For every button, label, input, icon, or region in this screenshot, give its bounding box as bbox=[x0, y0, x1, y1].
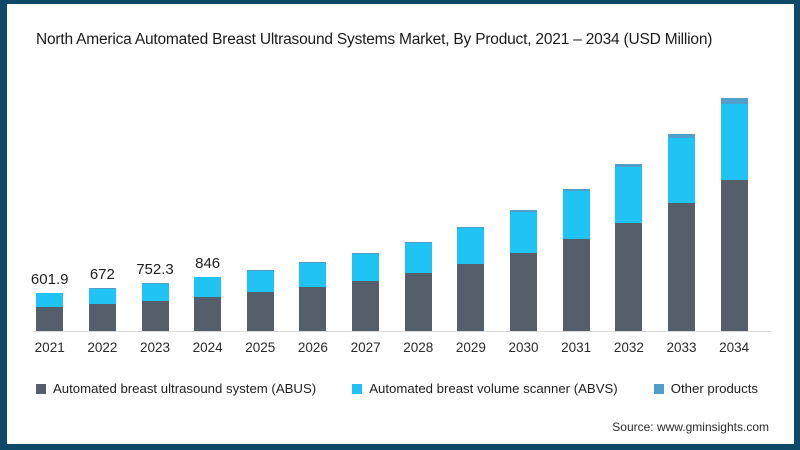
bar-segment-abvs bbox=[36, 293, 64, 307]
x-tick-label: 2029 bbox=[455, 340, 486, 355]
bar-group-2022 bbox=[88, 288, 116, 331]
bar-group-2033 bbox=[668, 134, 695, 331]
x-tick-label: 2031 bbox=[561, 340, 592, 355]
bar-value-label: 601.9 bbox=[30, 270, 69, 288]
bar-segment-abus bbox=[457, 264, 485, 331]
x-tick-label: 2021 bbox=[34, 340, 65, 355]
bar-segment-abvs bbox=[615, 167, 643, 224]
bar-segment-abus bbox=[352, 280, 380, 331]
legend-item-2: Other products bbox=[653, 381, 758, 396]
x-tick-label: 2034 bbox=[719, 340, 750, 355]
bar-segment-other bbox=[720, 98, 748, 105]
legend-label: Automated breast volume scanner (ABVS) bbox=[369, 381, 618, 396]
x-tick-label: 2022 bbox=[87, 340, 118, 355]
bar-segment-other bbox=[562, 189, 590, 192]
bar-segment-abus bbox=[720, 180, 748, 331]
chart-title: North America Automated Breast Ultrasoun… bbox=[36, 31, 713, 48]
bar-group-2025 bbox=[246, 270, 274, 331]
bar-value-label: 846 bbox=[195, 255, 221, 273]
bar-segment-abvs bbox=[720, 104, 748, 181]
bar-group-2032 bbox=[615, 164, 643, 331]
bar-segment-abus bbox=[562, 239, 590, 331]
bar-group-2023 bbox=[141, 283, 169, 331]
legend-label: Automated breast ultrasound system (ABUS… bbox=[53, 381, 317, 396]
bar-segment-other bbox=[88, 288, 116, 289]
plot-area: 601.9 672 752.3 846 bbox=[31, 90, 771, 332]
bar-segment-abvs bbox=[88, 288, 116, 305]
bar-segment-other bbox=[457, 227, 485, 229]
legend-swatch-icon bbox=[653, 383, 664, 394]
bar-segment-other bbox=[615, 164, 643, 168]
bar-group-2030 bbox=[510, 210, 538, 331]
legend-swatch-icon bbox=[36, 383, 46, 394]
x-tick-label: 2023 bbox=[139, 340, 171, 355]
bar-segment-abvs bbox=[141, 283, 169, 302]
legend-item-0: Automated breast ultrasound system (ABUS… bbox=[36, 381, 316, 396]
bar-segment-abus bbox=[88, 304, 116, 331]
bar-group-2024 bbox=[194, 277, 222, 331]
source-note: Source: www.gminsights.com bbox=[612, 420, 769, 434]
legend: Automated breast ultrasound system (ABUS… bbox=[36, 381, 758, 396]
x-tick-label: 2028 bbox=[403, 340, 434, 355]
legend-label: Other products bbox=[670, 381, 758, 396]
bar-segment-abus bbox=[194, 297, 222, 331]
x-tick-label: 2030 bbox=[508, 340, 539, 355]
bar-segment-other bbox=[510, 210, 538, 212]
bar-value-label: 752.3 bbox=[136, 261, 174, 279]
x-tick-label: 2024 bbox=[192, 340, 223, 355]
bar-segment-abvs bbox=[562, 191, 590, 240]
bar-group-2028 bbox=[404, 242, 432, 331]
bar-segment-abus bbox=[510, 253, 538, 331]
bar-segment-other bbox=[352, 253, 380, 254]
bar-group-2034 bbox=[720, 98, 748, 331]
bar-group-2021 bbox=[36, 292, 64, 331]
bar-segment-other bbox=[246, 270, 274, 271]
legend-item-1: Automated breast volume scanner (ABVS) bbox=[352, 381, 618, 396]
bar-segment-abus bbox=[246, 292, 274, 331]
bar-group-2031 bbox=[562, 189, 590, 331]
bar-segment-abus bbox=[36, 306, 64, 331]
bar-segment-abvs bbox=[404, 243, 432, 274]
bar-segment-other bbox=[404, 242, 432, 244]
bar-segment-abus bbox=[141, 301, 169, 331]
bar-segment-abvs bbox=[299, 263, 327, 288]
legend-swatch-icon bbox=[352, 383, 363, 394]
bar-segment-other bbox=[299, 262, 327, 264]
bar-segment-other bbox=[141, 283, 169, 284]
x-tick-label: 2027 bbox=[350, 340, 381, 355]
bar-segment-abus bbox=[668, 203, 695, 331]
x-tick-label: 2026 bbox=[297, 340, 328, 355]
bar-group-2027 bbox=[352, 253, 380, 331]
bar-segment-abvs bbox=[194, 277, 222, 297]
bar-segment-abvs bbox=[246, 270, 274, 293]
bar-segment-abvs bbox=[510, 211, 538, 254]
bar-value-label: 672 bbox=[89, 266, 115, 284]
x-tick-label: 2033 bbox=[666, 340, 697, 355]
bar-segment-abvs bbox=[457, 228, 485, 265]
x-axis-labels: 2021 2022 2023 2024 2025 2026 2027 2028 2029 2030… bbox=[33, 340, 771, 358]
bar-segment-abvs bbox=[668, 138, 695, 204]
bar-group-2029 bbox=[457, 227, 485, 331]
bar-segment-abus bbox=[299, 287, 327, 331]
bar-group-2026 bbox=[299, 262, 327, 331]
bar-segment-abvs bbox=[352, 254, 380, 281]
x-tick-label: 2032 bbox=[613, 340, 644, 355]
x-tick-label: 2025 bbox=[245, 340, 276, 355]
bar-segment-other bbox=[668, 134, 695, 139]
bar-segment-abus bbox=[404, 273, 432, 331]
bar-segment-abus bbox=[615, 223, 643, 331]
